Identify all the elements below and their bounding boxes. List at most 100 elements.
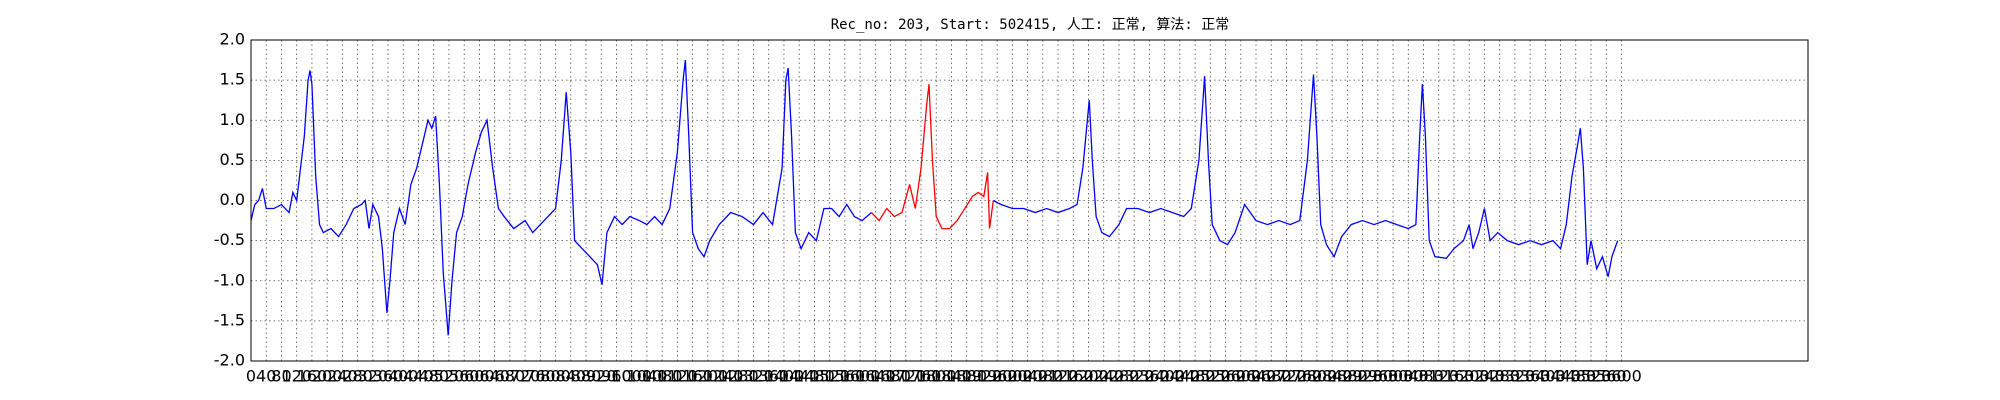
x-tick-label: 1360 xyxy=(748,367,789,386)
x-tick-label: 1200 xyxy=(687,367,728,386)
y-tick-label: 1.5 xyxy=(220,70,245,89)
x-tick-label: 2480 xyxy=(1175,367,1216,386)
x-tick-label: 800 xyxy=(540,367,571,386)
x-tick-label: 2720 xyxy=(1266,367,1307,386)
x-tick-label: 1840 xyxy=(931,367,972,386)
x-tick-label: 3400 xyxy=(1525,367,1566,386)
x-tick-label: 240 xyxy=(327,367,358,386)
x-tick-label: 2520 xyxy=(1190,367,1231,386)
x-tick-label: 2400 xyxy=(1144,367,1185,386)
x-tick-label: 1720 xyxy=(885,367,926,386)
x-tick-label: 3040 xyxy=(1388,367,1429,386)
x-tick-label: 3360 xyxy=(1510,367,1551,386)
x-tick-label: 2880 xyxy=(1327,367,1368,386)
x-tick-label: 3560 xyxy=(1586,367,1627,386)
x-tick-label: 560 xyxy=(449,367,480,386)
y-tick-label: 0.0 xyxy=(220,190,245,209)
x-tick-label: 2040 xyxy=(1007,367,1048,386)
signal-line xyxy=(993,74,1619,277)
y-tick-label: 2.0 xyxy=(220,30,245,49)
x-tick-label: 3600 xyxy=(1601,367,1642,386)
x-tick-label: 2200 xyxy=(1068,367,1109,386)
x-tick-label: 1600 xyxy=(840,367,881,386)
signal-line xyxy=(871,84,994,230)
x-tick-label: 1160 xyxy=(672,367,713,386)
x-tick-label: 2080 xyxy=(1022,367,1063,386)
x-tick-label: 80 xyxy=(271,367,291,386)
x-tick-label: 200 xyxy=(312,367,343,386)
x-tick-label: 2600 xyxy=(1220,367,1261,386)
x-tick-label: 2280 xyxy=(1099,367,1140,386)
x-tick-label: 600 xyxy=(464,367,495,386)
x-tick-label: 520 xyxy=(434,367,465,386)
x-tick-label: 3080 xyxy=(1403,367,1444,386)
x-tick-label: 1000 xyxy=(611,367,652,386)
x-tick-label: 960 xyxy=(601,367,632,386)
x-tick-label: 1880 xyxy=(946,367,987,386)
x-tick-label: 480 xyxy=(418,367,449,386)
x-tick-label: 920 xyxy=(586,367,617,386)
x-tick-label: 400 xyxy=(388,367,419,386)
x-tick-label: 3280 xyxy=(1479,367,1520,386)
x-tick-label: 2960 xyxy=(1357,367,1398,386)
x-tick-label: 3200 xyxy=(1449,367,1490,386)
x-tick-label: 280 xyxy=(342,367,373,386)
y-tick-label: -0.5 xyxy=(214,230,245,249)
x-tick-label: 360 xyxy=(373,367,404,386)
x-tick-label: 3440 xyxy=(1540,367,1581,386)
x-tick-label: 3520 xyxy=(1571,367,1612,386)
x-tick-label: 760 xyxy=(525,367,556,386)
x-tick-label: 0 xyxy=(246,367,256,386)
x-tick-label: 1400 xyxy=(764,367,805,386)
x-tick-label: 1040 xyxy=(627,367,668,386)
x-tick-label: 880 xyxy=(571,367,602,386)
x-tick-label: 2360 xyxy=(1129,367,1170,386)
x-tick-label: 1280 xyxy=(718,367,759,386)
x-tick-label: 40 xyxy=(256,367,276,386)
x-tick-label: 840 xyxy=(556,367,587,386)
x-tick-label: 3320 xyxy=(1495,367,1536,386)
x-tick-label: 2440 xyxy=(1160,367,1201,386)
x-tick-label: 2760 xyxy=(1281,367,1322,386)
x-tick-label: 1920 xyxy=(962,367,1003,386)
x-tick-label: 1800 xyxy=(916,367,957,386)
x-tick-label: 2920 xyxy=(1342,367,1383,386)
y-tick-label: 0.5 xyxy=(220,150,245,169)
x-tick-label: 320 xyxy=(358,367,389,386)
x-tick-label: 2640 xyxy=(1236,367,1277,386)
x-tick-label: 3240 xyxy=(1464,367,1505,386)
x-tick-label: 680 xyxy=(495,367,526,386)
x-tick-label: 2840 xyxy=(1312,367,1353,386)
x-tick-label: 1080 xyxy=(642,367,683,386)
x-tick-label: 720 xyxy=(510,367,541,386)
x-tick-label: 1480 xyxy=(794,367,835,386)
x-tick-label: 3000 xyxy=(1373,367,1414,386)
x-tick-label: 1640 xyxy=(855,367,896,386)
x-tick-label: 2120 xyxy=(1038,367,1079,386)
y-tick-label: 1.0 xyxy=(220,110,245,129)
x-tick-label: 1320 xyxy=(733,367,774,386)
plot-frame xyxy=(250,39,1809,362)
x-tick-label: 3120 xyxy=(1418,367,1459,386)
x-tick-label: 1680 xyxy=(870,367,911,386)
x-tick-label: 1520 xyxy=(809,367,850,386)
x-tick-label: 160 xyxy=(297,367,328,386)
x-tick-label: 2240 xyxy=(1083,367,1124,386)
y-tick-label: -2.0 xyxy=(214,351,245,370)
x-tick-label: 3480 xyxy=(1555,367,1596,386)
y-tick-label: -1.5 xyxy=(214,310,245,329)
x-tick-label: 2800 xyxy=(1297,367,1338,386)
chart-title: Rec_no: 203, Start: 502415, 人工: 正常, 算法: … xyxy=(831,17,1230,33)
x-tick-label: 1560 xyxy=(825,367,866,386)
signal-line xyxy=(250,59,872,336)
x-tick-label: 640 xyxy=(479,367,510,386)
x-tick-label: 120 xyxy=(281,367,312,386)
x-tick-label: 3160 xyxy=(1434,367,1475,386)
x-tick-label: 1240 xyxy=(703,367,744,386)
x-tick-label: 440 xyxy=(403,367,434,386)
y-tick-label: -1.0 xyxy=(214,270,245,289)
x-tick-label: 2000 xyxy=(992,367,1033,386)
x-tick-label: 2680 xyxy=(1251,367,1292,386)
x-tick-label: 1440 xyxy=(779,367,820,386)
